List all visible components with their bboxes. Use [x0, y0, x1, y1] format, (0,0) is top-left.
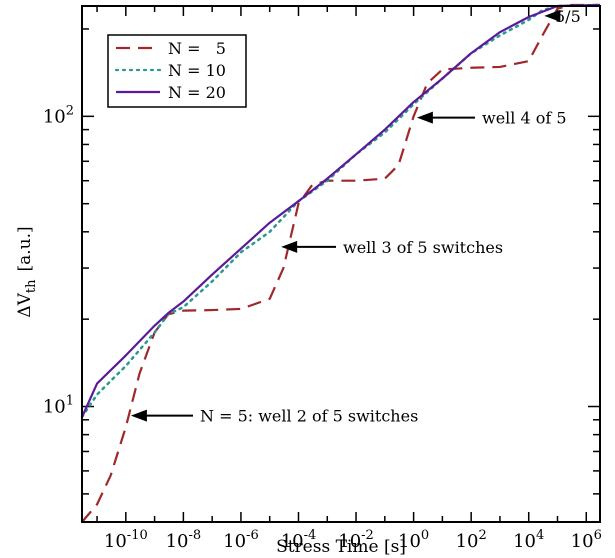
- x-tick-label: 10-10: [104, 528, 148, 552]
- x-tick-label: 10-2: [338, 528, 374, 552]
- annotation-text: 5/5: [555, 7, 581, 26]
- annotation-4: 5/5: [544, 7, 581, 26]
- legend-label-1: N = 5: [168, 39, 226, 58]
- tick-labels-layer: 10-10 10-8 10-6 10-4 10-2 100 102 104 106 101 102: [43, 103, 602, 552]
- y-axis-title: ΔVth [a.u.]: [15, 226, 39, 317]
- legend-label-2: N = 10: [168, 61, 226, 80]
- y-axis-title-unit: [a.u.]: [15, 226, 35, 271]
- series-layer: [80, 3, 602, 523]
- x-axis-title: Stress Time [s]: [276, 537, 406, 557]
- annotation-text: N = 5: well 2 of 5 switches: [200, 407, 418, 426]
- y-axis-title-subscript: th: [24, 279, 39, 293]
- x-tick-label: 100: [398, 528, 429, 552]
- y-tick-label: 102: [43, 103, 74, 127]
- annotations-layer: N = 5: well 2 of 5 switches well 3 of 5 s…: [130, 7, 581, 426]
- annotation-arrow-head: [416, 111, 433, 124]
- x-tick-label: 10-6: [223, 528, 259, 552]
- annotation-arrow-head: [281, 240, 298, 253]
- annotation-arrow-head: [130, 409, 147, 422]
- annotation-text: well 4 of 5: [482, 109, 567, 128]
- x-tick-label: 104: [513, 528, 544, 552]
- x-tick-label: 10-4: [281, 528, 317, 552]
- x-tick-label: 106: [571, 528, 602, 552]
- annotation-arrow-head: [544, 9, 561, 22]
- y-axis-title-symbol: ΔV: [15, 292, 35, 317]
- series-line-2: [80, 3, 602, 419]
- x-tick-label: 102: [456, 528, 487, 552]
- plot-frame: [81, 5, 601, 523]
- annotation-2: well 3 of 5 switches: [281, 238, 503, 257]
- x-tick-label: 10-8: [166, 528, 202, 552]
- y-tick-label: 101: [43, 394, 74, 418]
- annotation-3: well 4 of 5: [416, 109, 567, 128]
- annotation-text: well 3 of 5 switches: [343, 238, 503, 257]
- annotation-1: N = 5: well 2 of 5 switches: [130, 407, 418, 426]
- series-line-1: [81, 3, 600, 523]
- legend: N = 5 N = 10 N = 20: [107, 34, 247, 108]
- legend-label-3: N = 20: [168, 83, 226, 102]
- series-line-3: [80, 3, 601, 418]
